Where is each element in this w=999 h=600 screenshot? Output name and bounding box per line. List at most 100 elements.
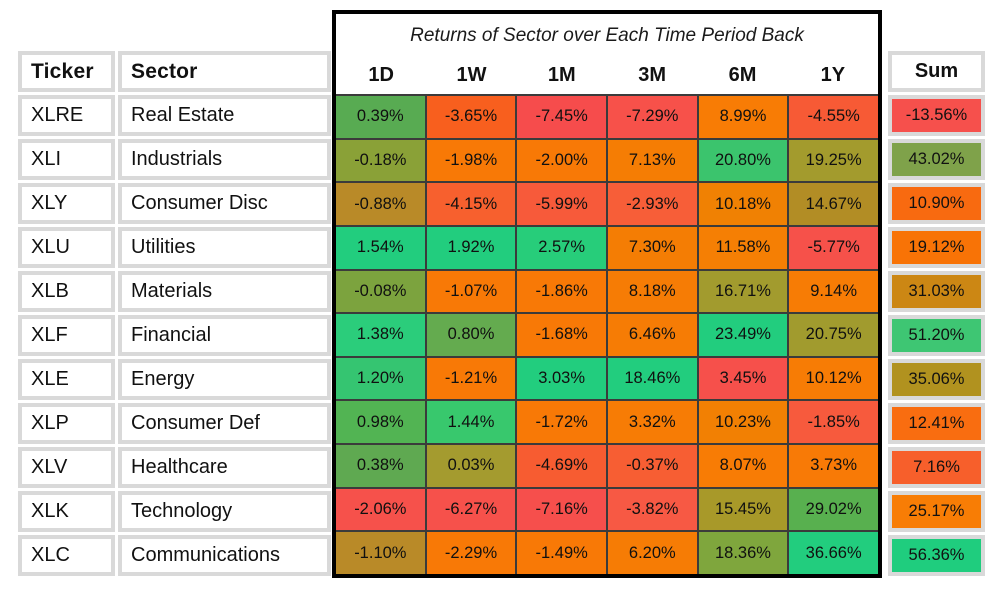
return-cell[interactable]: -5.99% — [517, 183, 606, 225]
return-cell[interactable]: 1.20% — [336, 357, 425, 400]
return-cell[interactable]: 20.75% — [789, 314, 878, 356]
ticker-cell[interactable]: XLV — [18, 447, 115, 488]
return-cell[interactable]: -2.29% — [426, 532, 516, 574]
period-header-3M[interactable]: 3M — [638, 64, 667, 86]
sum-cell[interactable]: -13.56% — [888, 95, 985, 136]
return-cell[interactable]: 0.38% — [336, 445, 425, 487]
ticker-column-header[interactable]: Ticker — [18, 51, 115, 92]
return-cell[interactable]: 3.45% — [698, 357, 788, 400]
return-cell[interactable]: -0.37% — [607, 445, 697, 487]
sector-cell[interactable]: Real Estate — [118, 95, 331, 136]
return-cell[interactable]: 1.38% — [336, 314, 425, 356]
return-cell[interactable]: -0.08% — [336, 270, 425, 313]
return-cell[interactable]: -1.86% — [517, 270, 606, 313]
sector-cell[interactable]: Technology — [118, 491, 331, 532]
return-cell[interactable]: 36.66% — [789, 532, 878, 574]
return-cell[interactable]: -1.85% — [789, 401, 878, 444]
return-cell[interactable]: 2.57% — [517, 226, 606, 269]
return-cell[interactable]: 29.02% — [789, 488, 878, 531]
sector-cell[interactable]: Materials — [118, 271, 331, 312]
return-cell[interactable]: -1.72% — [517, 401, 606, 444]
return-cell[interactable]: -2.06% — [336, 488, 425, 531]
return-cell[interactable]: -2.93% — [607, 183, 697, 225]
sector-cell[interactable]: Consumer Def — [118, 403, 331, 444]
return-cell[interactable]: -1.21% — [426, 357, 516, 400]
return-cell[interactable]: -1.49% — [517, 532, 606, 574]
ticker-cell[interactable]: XLB — [18, 271, 115, 312]
return-cell[interactable]: 14.67% — [789, 183, 878, 225]
period-header-1Y[interactable]: 1Y — [820, 64, 846, 86]
return-cell[interactable]: 19.25% — [789, 139, 878, 182]
ticker-cell[interactable]: XLK — [18, 491, 115, 532]
return-cell[interactable]: -2.00% — [517, 139, 606, 182]
ticker-cell[interactable]: XLY — [18, 183, 115, 224]
return-cell[interactable]: 11.58% — [698, 226, 788, 269]
return-cell[interactable]: 20.80% — [698, 139, 788, 182]
return-cell[interactable]: 10.23% — [698, 401, 788, 444]
period-header-6M[interactable]: 6M — [728, 64, 757, 86]
return-cell[interactable]: -1.68% — [517, 314, 606, 356]
sum-cell[interactable]: 10.90% — [888, 183, 985, 224]
sector-cell[interactable]: Utilities — [118, 227, 331, 268]
return-cell[interactable]: 7.30% — [607, 226, 697, 269]
return-cell[interactable]: 1.44% — [426, 401, 516, 444]
return-cell[interactable]: 0.98% — [336, 401, 425, 444]
sum-cell[interactable]: 56.36% — [888, 535, 985, 576]
return-cell[interactable]: 0.03% — [426, 445, 516, 487]
sum-column-header[interactable]: Sum — [888, 51, 985, 92]
sector-cell[interactable]: Industrials — [118, 139, 331, 180]
return-cell[interactable]: -4.69% — [517, 445, 606, 487]
return-cell[interactable]: -0.18% — [336, 139, 425, 182]
sum-cell[interactable]: 43.02% — [888, 139, 985, 180]
ticker-cell[interactable]: XLI — [18, 139, 115, 180]
ticker-cell[interactable]: XLU — [18, 227, 115, 268]
sum-cell[interactable]: 51.20% — [888, 315, 985, 356]
ticker-cell[interactable]: XLC — [18, 535, 115, 576]
return-cell[interactable]: 8.99% — [698, 96, 788, 138]
sum-cell[interactable]: 25.17% — [888, 491, 985, 532]
return-cell[interactable]: 16.71% — [698, 270, 788, 313]
return-cell[interactable]: -3.65% — [426, 96, 516, 138]
return-cell[interactable]: 23.49% — [698, 314, 788, 356]
return-cell[interactable]: 15.45% — [698, 488, 788, 531]
sector-cell[interactable]: Financial — [118, 315, 331, 356]
return-cell[interactable]: 9.14% — [789, 270, 878, 313]
sector-column-header[interactable]: Sector — [118, 51, 331, 92]
return-cell[interactable]: 1.92% — [426, 226, 516, 269]
return-cell[interactable]: -0.88% — [336, 183, 425, 225]
sum-cell[interactable]: 19.12% — [888, 227, 985, 268]
return-cell[interactable]: -1.10% — [336, 532, 425, 574]
return-cell[interactable]: -7.29% — [607, 96, 697, 138]
return-cell[interactable]: -3.82% — [607, 488, 697, 531]
return-cell[interactable]: -7.16% — [517, 488, 606, 531]
return-cell[interactable]: 10.18% — [698, 183, 788, 225]
ticker-cell[interactable]: XLE — [18, 359, 115, 400]
return-cell[interactable]: 18.36% — [698, 532, 788, 574]
return-cell[interactable]: -4.15% — [426, 183, 516, 225]
return-cell[interactable]: -5.77% — [789, 226, 878, 269]
return-cell[interactable]: 0.80% — [426, 314, 516, 356]
sector-cell[interactable]: Consumer Disc — [118, 183, 331, 224]
ticker-cell[interactable]: XLRE — [18, 95, 115, 136]
return-cell[interactable]: -7.45% — [517, 96, 606, 138]
return-cell[interactable]: 10.12% — [789, 357, 878, 400]
return-cell[interactable]: -6.27% — [426, 488, 516, 531]
sum-cell[interactable]: 12.41% — [888, 403, 985, 444]
return-cell[interactable]: -1.07% — [426, 270, 516, 313]
sum-cell[interactable]: 31.03% — [888, 271, 985, 312]
sector-cell[interactable]: Communications — [118, 535, 331, 576]
ticker-cell[interactable]: XLF — [18, 315, 115, 356]
ticker-cell[interactable]: XLP — [18, 403, 115, 444]
period-header-1D[interactable]: 1D — [368, 64, 394, 86]
sector-cell[interactable]: Energy — [118, 359, 331, 400]
return-cell[interactable]: 8.18% — [607, 270, 697, 313]
return-cell[interactable]: 3.32% — [607, 401, 697, 444]
return-cell[interactable]: 8.07% — [698, 445, 788, 487]
return-cell[interactable]: 3.73% — [789, 445, 878, 487]
sector-cell[interactable]: Healthcare — [118, 447, 331, 488]
return-cell[interactable]: 6.20% — [607, 532, 697, 574]
period-header-1M[interactable]: 1M — [547, 64, 576, 86]
return-cell[interactable]: 18.46% — [607, 357, 697, 400]
return-cell[interactable]: 3.03% — [517, 357, 606, 400]
return-cell[interactable]: 1.54% — [336, 226, 425, 269]
